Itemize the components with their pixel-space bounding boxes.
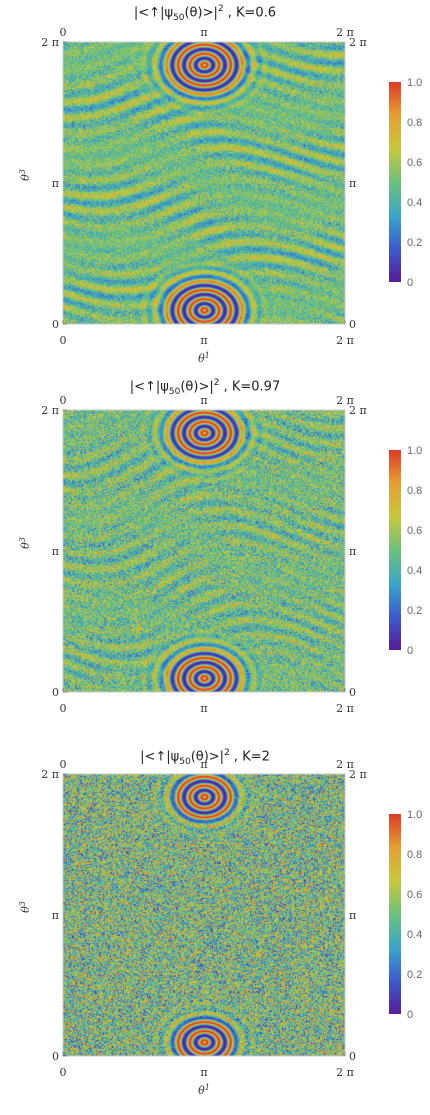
y-tick-label-right: 0 (349, 318, 356, 331)
colorbar-tick-label: 0 (407, 645, 413, 657)
x-tick-label-bottom: 0 (60, 1066, 67, 1079)
title-text: |<↑|ψ (129, 379, 169, 395)
chart-title: |<↑|ψ50(θ)>|2 , K=0.6 (0, 4, 410, 23)
y-tick-label-right: 2 π (349, 768, 367, 781)
colorbar-tick-label: 0 (407, 277, 413, 289)
x-tick-label-top: 0 (60, 394, 67, 407)
x-axis-label: θ1 (198, 351, 210, 366)
colorbar-tick-label: 0.8 (407, 117, 422, 129)
colorbar-tick-label: 0.6 (407, 157, 422, 169)
y-tick-label-left: π (52, 909, 59, 922)
title-k-value: , K=2 (229, 749, 270, 765)
title-superscript: 2 (224, 748, 230, 758)
colorbar (389, 82, 401, 282)
colorbar (389, 450, 401, 650)
colorbar-tick-label: 0.6 (407, 525, 422, 537)
y-tick-label-left: 0 (52, 318, 59, 331)
x-tick-label-top: π (200, 26, 207, 39)
x-tick-label-bottom: 2 π (336, 334, 354, 347)
colorbar-tick-label: 0.4 (407, 197, 422, 209)
plot-frame (62, 41, 346, 325)
y-tick-label-right: 0 (349, 686, 356, 699)
colorbar-tick-label: 0.8 (407, 485, 422, 497)
chart-title: |<↑|ψ50(θ)>|2 , K=2 (0, 748, 410, 767)
heatmap-image (63, 42, 345, 324)
colorbar-tick-label: 0.8 (407, 849, 422, 861)
x-tick-label-bottom: 0 (60, 334, 67, 347)
y-tick-label-right: π (349, 177, 356, 190)
y-tick-label-right: π (349, 909, 356, 922)
heatmap-image (63, 774, 345, 1056)
colorbar-tick-label: 0.4 (407, 565, 422, 577)
title-subscript: 50 (173, 12, 185, 23)
x-tick-label-top: π (200, 394, 207, 407)
x-tick-label-bottom: π (200, 334, 207, 347)
y-axis-label: θ3 (18, 537, 33, 549)
y-tick-label-left: 0 (52, 686, 59, 699)
colorbar-tick-label: 0.4 (407, 929, 422, 941)
y-tick-label-left: 2 π (41, 768, 59, 781)
x-tick-label-top: 2 π (336, 394, 354, 407)
colorbar-tick-label: 0.2 (407, 237, 422, 249)
title-subscript: 50 (168, 386, 181, 397)
title-text: (θ)>| (180, 379, 214, 395)
colorbar-tick-label: 1.0 (407, 445, 422, 457)
colorbar-tick-label: 0.6 (407, 889, 422, 901)
x-tick-label-top: 2 π (336, 758, 354, 771)
title-k-value: , K=0.6 (223, 5, 277, 21)
title-text: (θ)>| (184, 5, 218, 21)
title-text: |<↑|ψ (140, 749, 180, 765)
y-tick-label-right: 0 (349, 1050, 356, 1063)
title-text: |<↑|ψ (133, 5, 174, 21)
title-superscript: 2 (213, 378, 220, 388)
y-tick-label-left: π (52, 545, 59, 558)
y-tick-label-left: π (52, 177, 59, 190)
colorbar-tick-label: 0.2 (407, 969, 422, 981)
colorbar-tick-label: 0 (407, 1009, 413, 1021)
title-text: (θ)>| (190, 749, 225, 765)
colorbar-tick-label: 1.0 (407, 809, 422, 821)
title-subscript: 50 (179, 756, 191, 767)
y-axis-label: θ3 (18, 169, 33, 181)
colorbar-tick-label: 0.2 (407, 605, 422, 617)
x-tick-label-top: 2 π (336, 26, 354, 39)
title-superscript: 2 (217, 4, 224, 14)
x-axis-label: θ1 (198, 1083, 210, 1098)
plot-frame (62, 409, 346, 693)
x-tick-label-top: π (200, 758, 207, 771)
y-tick-label-right: 2 π (349, 404, 367, 417)
x-tick-label-bottom: π (200, 1066, 207, 1079)
y-tick-label-right: 2 π (349, 36, 367, 49)
x-tick-label-bottom: 2 π (336, 1066, 354, 1079)
x-tick-label-bottom: π (200, 702, 207, 715)
x-tick-label-top: 0 (60, 758, 67, 771)
colorbar-tick-label: 1.0 (407, 77, 422, 89)
heatmap-image (63, 410, 345, 692)
colorbar (389, 814, 401, 1014)
y-tick-label-left: 2 π (41, 36, 59, 49)
y-tick-label-left: 2 π (41, 404, 59, 417)
title-k-value: , K=0.97 (219, 379, 281, 395)
chart-title: |<↑|ψ50(θ)>|2 , K=0.97 (0, 378, 410, 397)
x-tick-label-top: 0 (60, 26, 67, 39)
y-axis-label: θ3 (18, 901, 33, 913)
y-tick-label-right: π (349, 545, 356, 558)
plot-frame (62, 773, 346, 1057)
x-tick-label-bottom: 2 π (336, 702, 354, 715)
y-tick-label-left: 0 (52, 1050, 59, 1063)
x-tick-label-bottom: 0 (60, 702, 67, 715)
